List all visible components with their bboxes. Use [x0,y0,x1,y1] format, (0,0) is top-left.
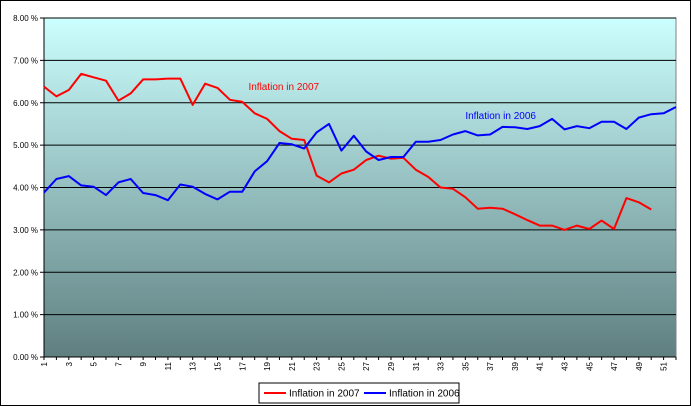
series-annotation: Inflation in 2007 [248,82,319,93]
x-tick-label: 7 [114,361,123,366]
y-tick-label: 1.00 % [13,311,38,320]
x-tick-label: 29 [387,361,396,370]
y-tick-label: 3.00 % [13,226,38,235]
x-tick-label: 19 [263,361,272,370]
x-tick-label: 17 [238,361,247,370]
x-tick-label: 49 [635,361,644,370]
x-axis: 1 3 5 7 9 11 13 15 17 19 21 23 25 27 29 31 33 35 37 39 41 43 4… [40,356,677,371]
y-tick-label: 8.00 % [13,14,38,23]
x-tick-label: 5 [90,361,99,366]
x-tick-label: 21 [288,361,297,370]
x-tick-label: 33 [437,361,446,370]
x-tick-label: 43 [560,361,569,370]
series-line-2007 [43,72,652,231]
x-tick-label: 31 [412,361,421,370]
x-tick-label: 15 [213,361,222,370]
y-tick-label: 2.00 % [13,268,38,277]
legend-box [258,382,460,404]
y-tick-label: 5.00 % [13,141,38,150]
x-tick-label: 35 [461,361,470,370]
x-tick-label: 23 [313,361,322,370]
series-annotations: Inflation in 2007 Inflation in 2006 [248,82,536,122]
series-line-2006 [43,106,677,202]
series-annotation: Inflation in 2006 [465,111,536,122]
y-tick-label: 4.00 % [13,184,38,193]
x-tick-label: 47 [610,361,619,370]
x-tick-label: 37 [486,361,495,370]
y-tick-label: 6.00 % [13,99,38,108]
legend: Inflation in 2007 Inflation in 2006 [258,382,460,404]
x-tick-label: 45 [585,361,594,370]
x-tick-label: 41 [536,361,545,370]
y-tick-label: 7.00 % [13,56,38,65]
x-tick-label: 51 [660,361,669,370]
x-tick-label: 1 [40,361,49,366]
x-tick-label: 39 [511,361,520,370]
x-tick-label: 11 [164,361,173,370]
series-lines [43,72,677,231]
legend-label: Inflation in 2006 [389,389,460,400]
y-tick-label: 0.00 % [13,353,38,362]
x-tick-label: 9 [139,361,148,366]
x-tick-label: 3 [65,361,74,366]
y-axis: 0.00 % 1.00 % 2.00 % 3.00 % 4.00 % 5.00 % 6.00… [13,14,45,362]
x-tick-label: 27 [362,361,371,370]
x-tick-label: 13 [189,361,198,370]
x-tick-label: 25 [337,361,346,370]
legend-label: Inflation in 2007 [289,389,360,400]
